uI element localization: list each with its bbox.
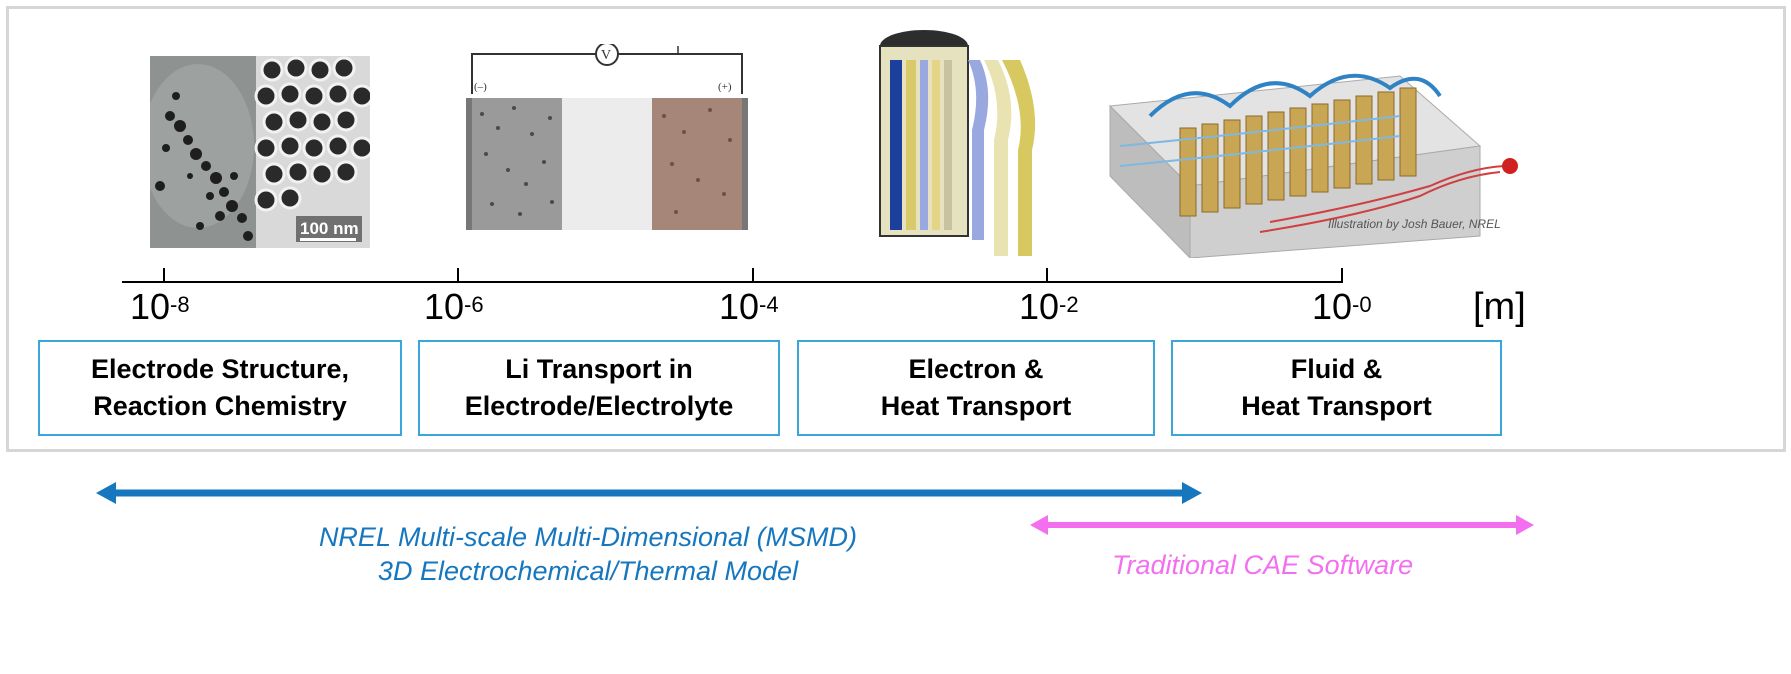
box-fluid-heat: Fluid & Heat Transport (1171, 340, 1502, 436)
cae-caption: Traditional CAE Software (1112, 550, 1414, 580)
scale-bar-label: 100 nm (300, 219, 359, 238)
axis-tick (752, 268, 754, 282)
axis-tick (163, 268, 165, 282)
tick-label: 10-4 (719, 286, 779, 327)
tick-label: 10-2 (1019, 286, 1079, 327)
plus-terminal-label: (+) (718, 81, 732, 93)
electrode-micrograph-image: 100 nm (150, 56, 370, 248)
scale-axis-line (122, 281, 1343, 283)
cylindrical-cell-image (879, 30, 1036, 256)
tick-label: 10-8 (130, 286, 190, 327)
axis-tick (457, 268, 459, 282)
battery-pack-image (1108, 73, 1518, 258)
box-electrode-structure: Electrode Structure, Reaction Chemistry (38, 340, 402, 436)
cell-cross-section-image: V (–) (+) (466, 44, 748, 230)
msmd-caption: NREL Multi-scale Multi-Dimensional (MSMD… (318, 522, 858, 586)
msmd-range-arrow (96, 482, 1202, 504)
cae-range-arrow (1030, 515, 1534, 535)
tick-label: 10-6 (424, 286, 484, 327)
axis-unit: [m] (1473, 286, 1526, 328)
illustration-credit: Illustration by Josh Bauer, NREL (1328, 217, 1501, 231)
axis-tick (1341, 268, 1343, 282)
box-electron-heat: Electron & Heat Transport (797, 340, 1155, 436)
voltmeter-label: V (601, 48, 611, 63)
axis-tick (1046, 268, 1048, 282)
tick-label: 10-0 (1312, 286, 1372, 327)
minus-terminal-label: (–) (474, 81, 487, 93)
box-li-transport: Li Transport in Electrode/Electrolyte (418, 340, 780, 436)
